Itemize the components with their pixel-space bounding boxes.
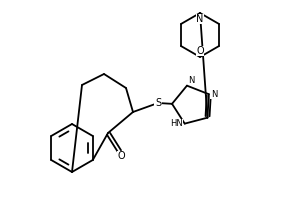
- Text: O: O: [117, 151, 125, 161]
- Text: N: N: [211, 90, 217, 99]
- Text: HN: HN: [170, 119, 183, 128]
- Text: N: N: [188, 76, 194, 85]
- Text: S: S: [155, 98, 161, 108]
- Text: O: O: [196, 46, 204, 56]
- Text: N: N: [196, 14, 204, 24]
